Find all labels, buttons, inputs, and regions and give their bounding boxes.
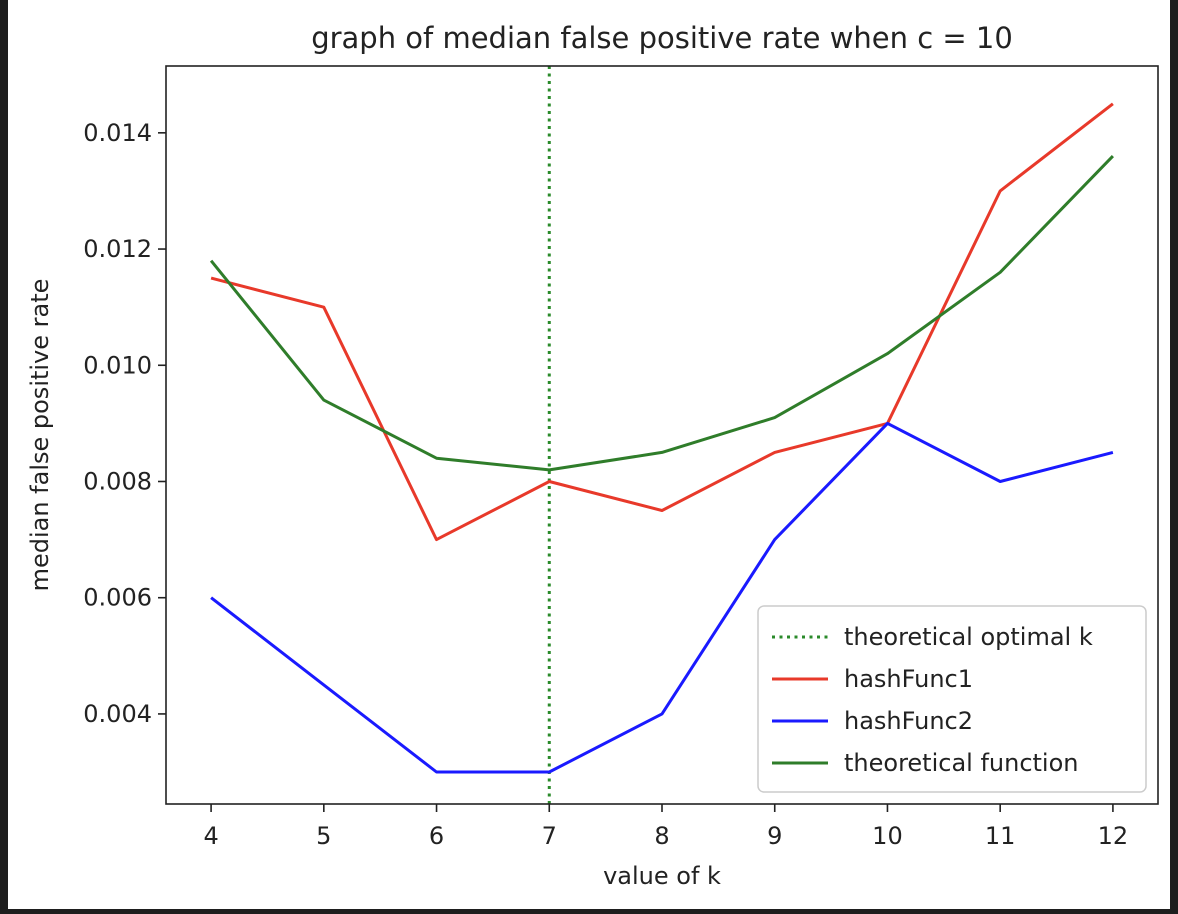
plot-frame bbox=[165, 65, 1159, 805]
series-line-hashfunc1 bbox=[210, 102, 1114, 542]
x-tick-label: 11 bbox=[985, 822, 1016, 850]
x-tick-label: 7 bbox=[542, 822, 557, 850]
y-tick-label: 0.004 bbox=[83, 700, 152, 728]
y-tick-label: 0.014 bbox=[83, 119, 152, 147]
legend: theoretical optimal k hashFunc1 hashFunc2 t… bbox=[757, 605, 1147, 793]
x-tick-label: 4 bbox=[203, 822, 218, 850]
axis-ticks: 4 5 6 7 8 9 10 11 12 0.004 0.006 0.008 0.010 0.012 0.0… bbox=[83, 119, 1128, 850]
series-line-hashfunc2 bbox=[210, 421, 1114, 774]
y-tick-label: 0.008 bbox=[83, 467, 152, 495]
x-tick-label: 10 bbox=[872, 822, 903, 850]
legend-label: hashFunc1 bbox=[844, 665, 973, 693]
x-axis-label: value of k bbox=[603, 862, 721, 890]
legend-label: theoretical optimal k bbox=[844, 623, 1093, 651]
x-tick-label: 8 bbox=[654, 822, 669, 850]
plot-marks bbox=[209, 66, 1114, 804]
x-tick-label: 12 bbox=[1098, 822, 1129, 850]
chart: graph of median false positive rate when… bbox=[26, 21, 1159, 890]
y-axis-label: median false positive rate bbox=[26, 279, 54, 592]
x-tick-label: 9 bbox=[767, 822, 782, 850]
y-tick-label: 0.010 bbox=[83, 351, 152, 379]
y-tick-label: 0.012 bbox=[83, 235, 152, 263]
figure-canvas: graph of median false positive rate when… bbox=[8, 0, 1170, 909]
y-tick-label: 0.006 bbox=[83, 584, 152, 612]
x-tick-label: 5 bbox=[316, 822, 331, 850]
legend-label: hashFunc2 bbox=[844, 707, 973, 735]
x-tick-label: 6 bbox=[429, 822, 444, 850]
legend-label: theoretical function bbox=[844, 749, 1079, 777]
series-line-theoretical-function bbox=[209, 155, 1114, 472]
chart-title: graph of median false positive rate when… bbox=[311, 21, 1013, 55]
legend-box bbox=[757, 605, 1147, 793]
